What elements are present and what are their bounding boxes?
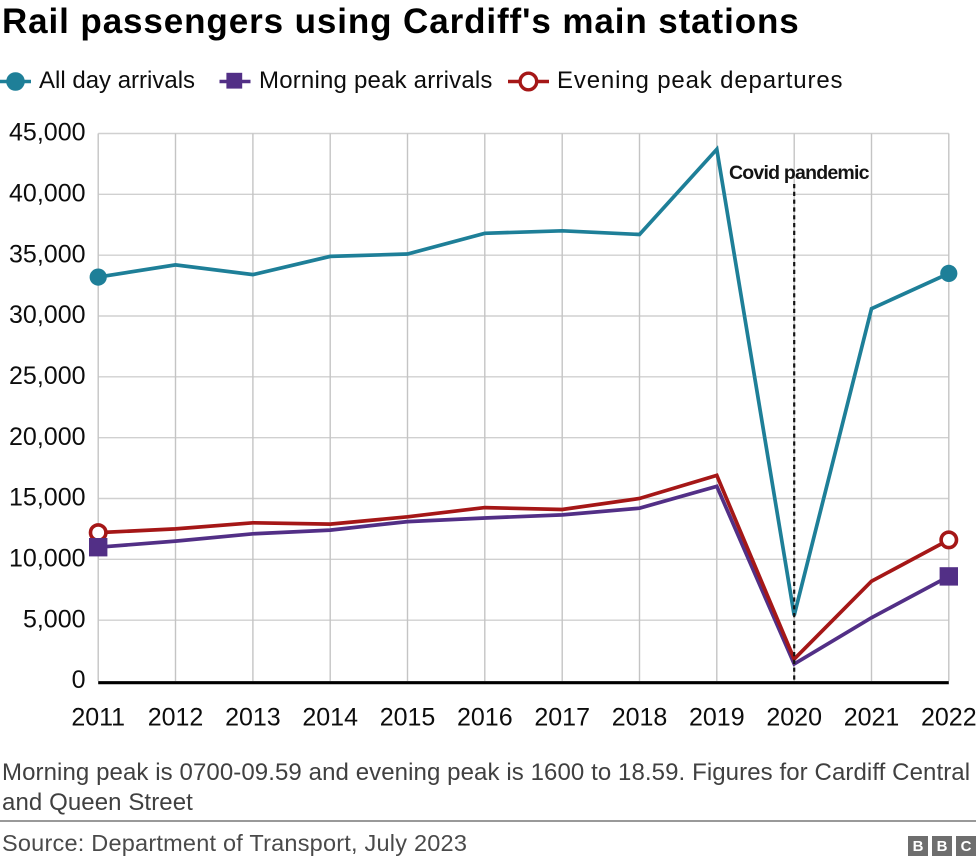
svg-text:2011: 2011 xyxy=(71,704,125,732)
svg-text:2015: 2015 xyxy=(380,704,436,732)
svg-text:30,000: 30,000 xyxy=(9,301,85,329)
svg-text:45,000: 45,000 xyxy=(9,119,85,147)
svg-text:5,000: 5,000 xyxy=(23,605,86,633)
svg-text:2019: 2019 xyxy=(689,704,745,732)
svg-text:10,000: 10,000 xyxy=(9,545,85,573)
svg-text:2013: 2013 xyxy=(225,704,281,732)
svg-text:40,000: 40,000 xyxy=(9,180,85,208)
svg-text:2016: 2016 xyxy=(457,704,513,732)
svg-text:2021: 2021 xyxy=(844,704,900,732)
svg-text:2020: 2020 xyxy=(766,704,822,732)
svg-text:0: 0 xyxy=(72,666,86,694)
svg-text:2017: 2017 xyxy=(534,704,590,732)
svg-text:15,000: 15,000 xyxy=(9,484,85,512)
svg-text:35,000: 35,000 xyxy=(9,240,85,268)
svg-text:25,000: 25,000 xyxy=(9,362,85,390)
svg-text:2014: 2014 xyxy=(302,704,358,732)
svg-text:20,000: 20,000 xyxy=(9,423,85,451)
svg-text:2018: 2018 xyxy=(612,704,668,732)
svg-text:2022: 2022 xyxy=(921,704,976,732)
svg-text:2012: 2012 xyxy=(148,704,204,732)
